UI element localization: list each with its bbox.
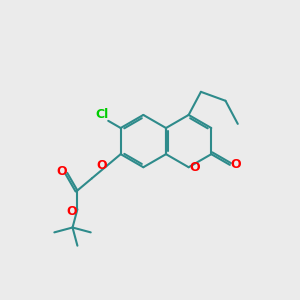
Text: O: O xyxy=(97,159,107,172)
Text: Cl: Cl xyxy=(95,108,108,121)
Text: O: O xyxy=(230,158,241,171)
Text: O: O xyxy=(67,205,77,218)
Text: O: O xyxy=(189,161,200,174)
Text: O: O xyxy=(56,165,67,178)
